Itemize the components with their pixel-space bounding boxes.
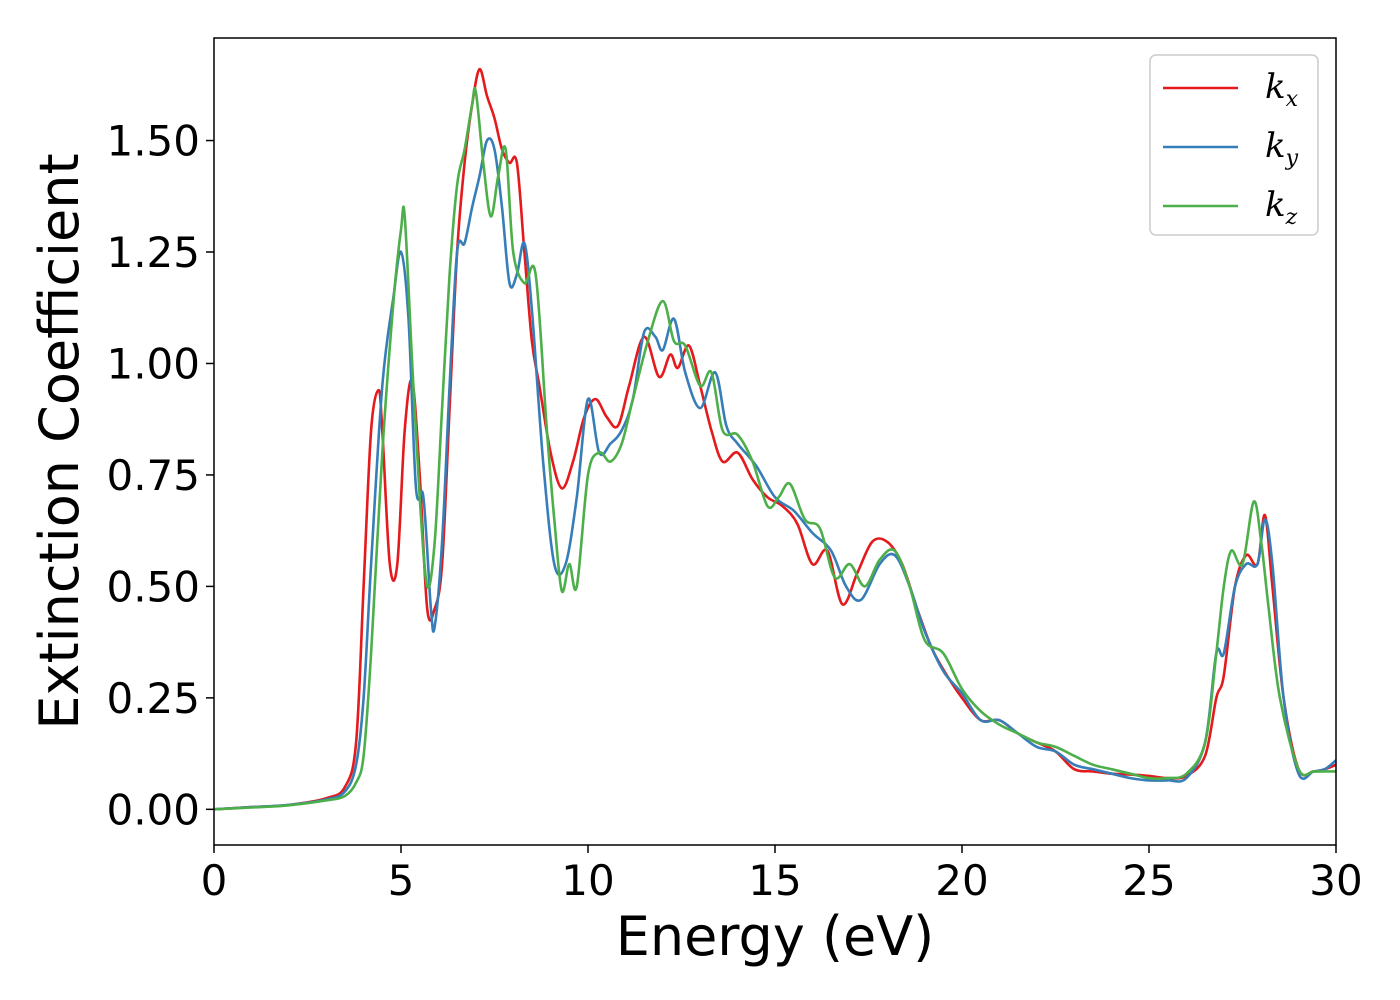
legend-box [1149, 54, 1319, 236]
legend-label-kx: kx [1265, 67, 1299, 112]
series-layer [214, 67, 1336, 811]
y-tick-label: 0.25 [106, 674, 200, 723]
x-tick-label: 20 [935, 856, 988, 905]
series-line-ky [214, 137, 1336, 811]
series-line-kz [214, 86, 1336, 811]
y-axis-ticks: 0.00 0.25 0.50 0.75 1.00 1.25 1.50 [106, 117, 214, 834]
x-tick-label: 0 [201, 856, 228, 905]
y-tick-label: 1.00 [106, 339, 200, 388]
x-tick-label: 25 [1122, 856, 1175, 905]
y-tick-label: 0.00 [106, 785, 200, 834]
y-axis-label: Extinction Coefficient [28, 153, 91, 729]
legend-label-ky: ky [1265, 126, 1299, 171]
y-tick-label: 1.25 [106, 228, 200, 277]
legend-label-kz: kz [1265, 185, 1298, 230]
x-axis-ticks: 0 5 10 15 20 25 30 [201, 845, 1363, 905]
x-axis-label: Energy (eV) [616, 905, 935, 968]
y-tick-label: 0.50 [106, 562, 200, 611]
y-tick-label: 0.75 [106, 451, 200, 500]
x-tick-label: 10 [561, 856, 614, 905]
y-tick-label: 1.50 [106, 117, 200, 166]
x-tick-label: 15 [748, 856, 801, 905]
x-tick-label: 5 [388, 856, 415, 905]
legend: kx ky kz [1149, 54, 1319, 236]
x-tick-label: 30 [1309, 856, 1362, 905]
